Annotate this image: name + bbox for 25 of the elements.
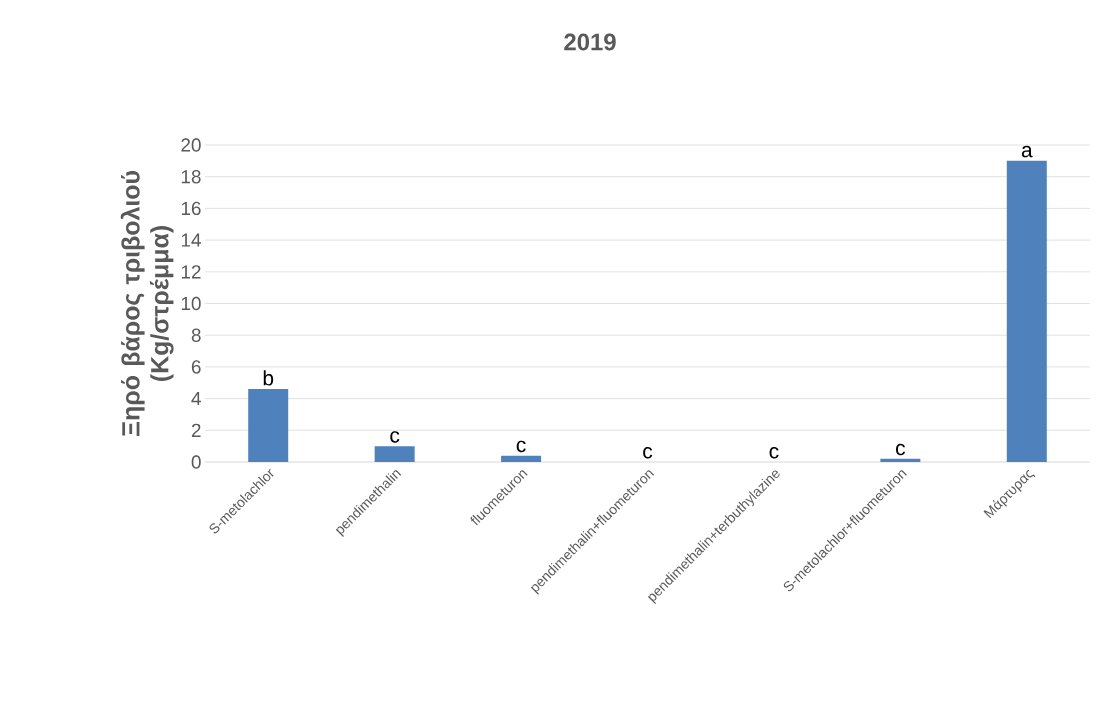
y-tick-label: 14	[181, 233, 201, 247]
y-tick-label: 12	[181, 265, 201, 279]
annotation: c	[643, 447, 653, 459]
y-tick-label: 4	[191, 392, 201, 406]
annotation: c	[769, 447, 779, 459]
y-tick-label: 2	[191, 423, 201, 437]
annotation: c	[896, 443, 906, 456]
y-tick-label: 16	[181, 201, 201, 216]
bar	[880, 458, 921, 462]
y-tick-label: 20	[181, 138, 201, 152]
annotation: c	[516, 440, 526, 453]
bar	[248, 389, 289, 462]
annotation: c	[390, 431, 400, 443]
y-tick-label: 6	[191, 360, 201, 374]
y-axis-title: Ξηρό βάρος τριβολιού (Kg/στρέμμα)	[120, 171, 174, 436]
y-tick-label: 10	[181, 296, 201, 311]
y-tick-label: 0	[191, 455, 201, 469]
chart-title: 2019	[564, 33, 616, 51]
bar	[374, 446, 415, 462]
y-tick-label: 8	[191, 328, 201, 342]
bar	[1006, 160, 1047, 462]
annotation: a	[1021, 145, 1033, 158]
bar	[501, 455, 542, 462]
annotation: b	[263, 370, 274, 386]
y-tick-label: 18	[181, 169, 201, 184]
